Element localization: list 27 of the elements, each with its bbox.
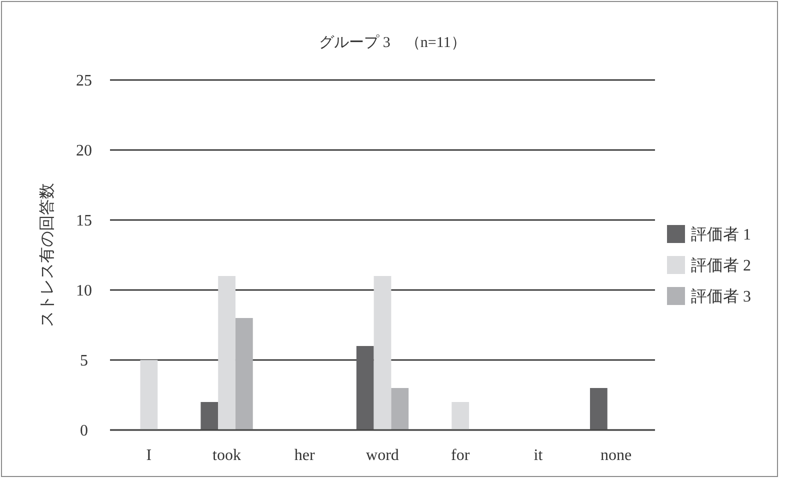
x-tick-label: I [146, 447, 152, 464]
legend-label: 評価者 3 [691, 288, 751, 306]
bar [452, 402, 470, 430]
x-tick-label: word [366, 447, 399, 464]
y-tick-label: 0 [80, 422, 88, 440]
bar [200, 402, 218, 430]
y-axis-title: ストレス有の回答数 [39, 183, 56, 327]
y-tick-label: 5 [80, 352, 88, 370]
bar [356, 346, 374, 430]
bar [590, 388, 608, 430]
legend-label: 評価者 1 [691, 226, 751, 244]
bar [235, 318, 253, 430]
x-tick-label: for [451, 447, 470, 464]
y-tick-label: 10 [76, 282, 92, 300]
chart-title: グループ 3 （n=11） [319, 34, 466, 51]
bar [140, 360, 158, 430]
legend-label: 評価者 2 [691, 256, 751, 275]
x-tick-label: took [212, 447, 242, 464]
x-tick-label: it [534, 447, 544, 464]
bar [391, 388, 409, 430]
bar [374, 276, 392, 430]
x-tick-label: none [600, 447, 632, 464]
y-tick-label: 25 [76, 72, 92, 90]
y-tick-label: 20 [76, 142, 92, 160]
y-tick-label: 15 [76, 212, 92, 230]
x-tick-label: her [294, 447, 316, 464]
bar [218, 276, 236, 430]
